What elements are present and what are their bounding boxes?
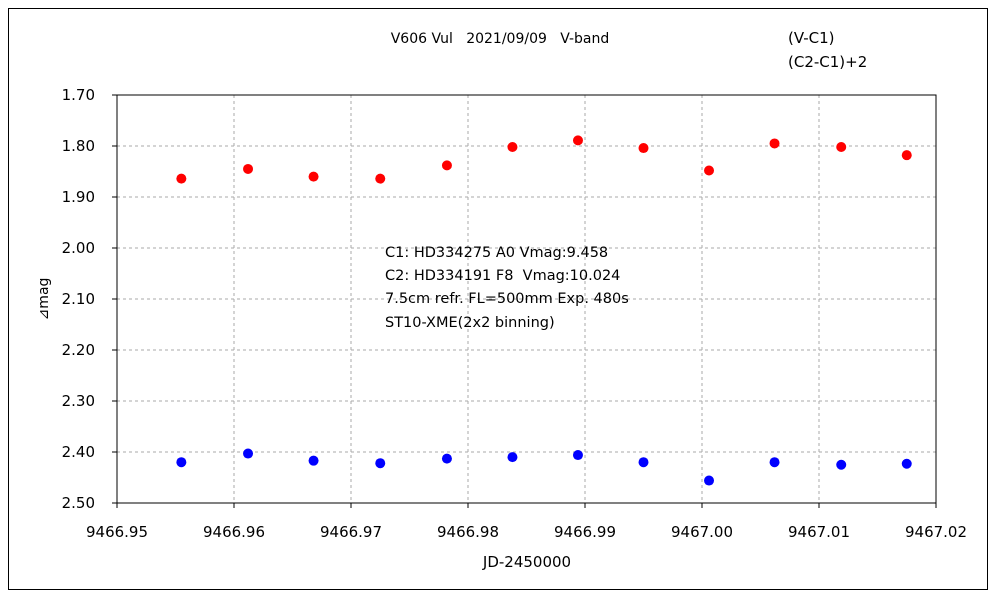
c2-c1-point <box>507 452 518 463</box>
grid-lines <box>112 94 937 508</box>
v-c1-point <box>901 150 912 161</box>
c2-c1-point <box>704 475 715 486</box>
v-c1-point <box>507 142 518 153</box>
annotation-telescope: 7.5cm refr. FL=500mm Exp. 480s <box>385 291 629 307</box>
x-tick-label: 9466.98 <box>437 523 499 541</box>
y-tick-label: 2.40 <box>62 443 95 461</box>
y-tick-label: 2.20 <box>62 341 95 359</box>
y-tick-label: 1.80 <box>62 137 95 155</box>
annotation-c2: C2: HD334191 F8 Vmag:10.024 <box>385 268 620 284</box>
v-c1-point <box>375 173 386 184</box>
v-c1-point <box>308 171 319 182</box>
x-tick-label: 9466.96 <box>203 523 265 541</box>
y-tick-label: 2.10 <box>62 290 95 308</box>
v-c1-point <box>176 173 187 184</box>
x-axis-label: JD-2450000 <box>482 553 571 571</box>
x-tick-label: 9466.97 <box>320 523 382 541</box>
c2-c1-point <box>308 455 319 466</box>
c2-c1-point <box>176 457 187 468</box>
y-tick-labels: 1.70 1.80 1.90 2.00 2.10 2.20 2.30 2.40 2.50 <box>62 86 95 512</box>
c2-c1-point <box>638 457 649 468</box>
c2-c1-point <box>901 458 912 469</box>
x-tick-label: 9466.95 <box>86 523 148 541</box>
v-c1-point <box>638 143 649 154</box>
c2-c1-point <box>572 450 583 461</box>
y-axis-label: ⊿mag <box>36 278 52 321</box>
data-points <box>176 135 912 486</box>
v-c1-point <box>836 142 847 153</box>
c2-c1-point <box>375 458 386 469</box>
annotation-camera: ST10-XME(2x2 binning) <box>385 315 555 331</box>
chart-title: V606 Vul 2021/09/09 V-band <box>391 31 610 47</box>
v-c1-point <box>572 135 583 146</box>
v-c1-point <box>441 160 452 171</box>
v-c1-point <box>243 163 254 174</box>
x-tick-label: 9467.01 <box>788 523 850 541</box>
x-tick-label: 9467.02 <box>905 523 967 541</box>
y-tick-label: 2.30 <box>62 392 95 410</box>
y-tick-label: 1.90 <box>62 188 95 206</box>
c2-c1-point <box>836 459 847 470</box>
x-tick-label: 9466.99 <box>554 523 616 541</box>
annotation-c1: C1: HD334275 A0 Vmag:9.458 <box>385 245 608 261</box>
c2-c1-point <box>243 448 254 459</box>
v-c1-point <box>769 138 780 149</box>
legend-c2-c1: (C2-C1)+2 <box>788 53 867 71</box>
y-tick-label: 2.00 <box>62 239 95 257</box>
x-tick-labels: 9466.95 9466.96 9466.97 9466.98 9466.99 9467.… <box>86 523 967 541</box>
x-tick-label: 9467.00 <box>671 523 733 541</box>
legend-v-c1: (V-C1) <box>788 29 835 47</box>
c2-c1-point <box>441 453 452 464</box>
y-tick-label: 2.50 <box>62 494 95 512</box>
chart-frame <box>8 8 988 590</box>
c2-c1-point <box>769 457 780 468</box>
y-tick-label: 1.70 <box>62 86 95 104</box>
plot-area <box>116 94 937 504</box>
v-c1-point <box>704 165 715 176</box>
